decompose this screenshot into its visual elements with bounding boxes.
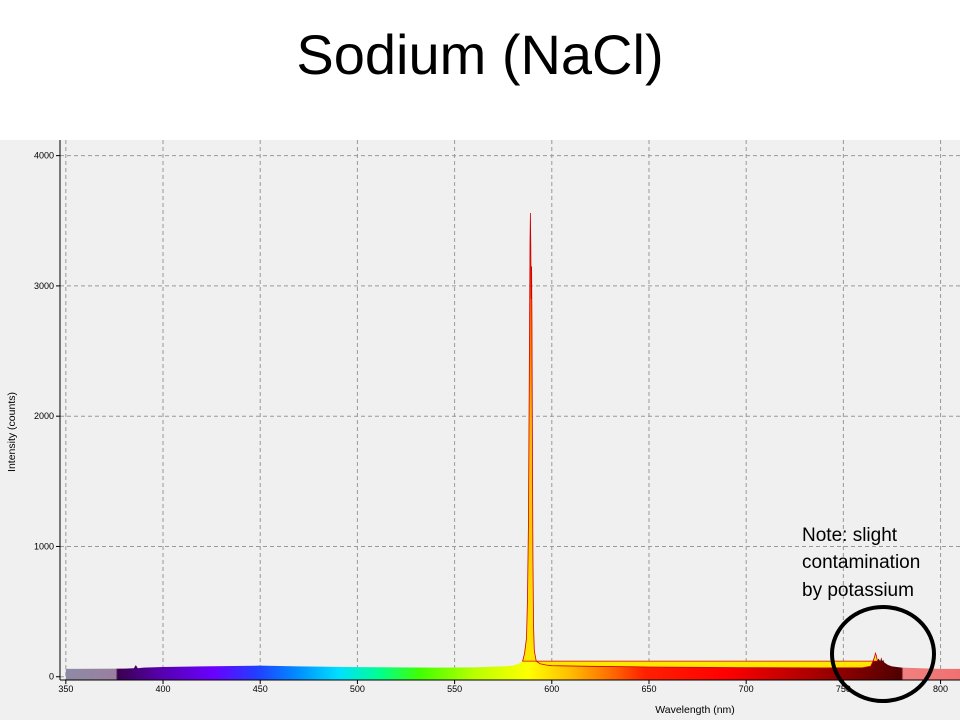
x-tick-label: 500: [350, 684, 365, 694]
note-line-3: by potassium: [802, 580, 914, 601]
y-tick-label: 2000: [34, 411, 54, 421]
note-line-1: Note: slight: [802, 525, 898, 546]
x-tick-label: 350: [58, 684, 73, 694]
x-tick-label: 750: [836, 684, 851, 694]
x-tick-label: 800: [933, 684, 948, 694]
x-axis-label: Wavelength (nm): [655, 704, 735, 716]
spectrum-layer: [65, 212, 960, 680]
x-tick-label: 700: [739, 684, 754, 694]
sodium-peak: [522, 212, 878, 669]
x-tick-label: 600: [544, 684, 559, 694]
note-line-2: contamination: [802, 552, 920, 573]
slide-title: Sodium (NaCl): [296, 23, 664, 86]
y-tick-label: 0: [49, 672, 54, 682]
y-tick-label: 3000: [34, 281, 54, 291]
x-tick-label: 650: [641, 684, 656, 694]
plot-background: [0, 140, 960, 720]
x-tick-label: 550: [447, 684, 462, 694]
y-tick-label: 1000: [34, 541, 54, 551]
x-tick-label: 450: [253, 684, 268, 694]
annotation-note: Note: slight contamination by potassium: [802, 525, 920, 601]
x-tick-label: 400: [156, 684, 171, 694]
potassium-highlight-circle: [830, 605, 936, 703]
y-axis-label: Intensity (counts): [6, 392, 18, 472]
axes-layer: 350 400 450 500 550 600 650 700 750 800 0 1000 2000 3…: [34, 140, 960, 694]
y-tick-label: 4000: [34, 151, 54, 161]
